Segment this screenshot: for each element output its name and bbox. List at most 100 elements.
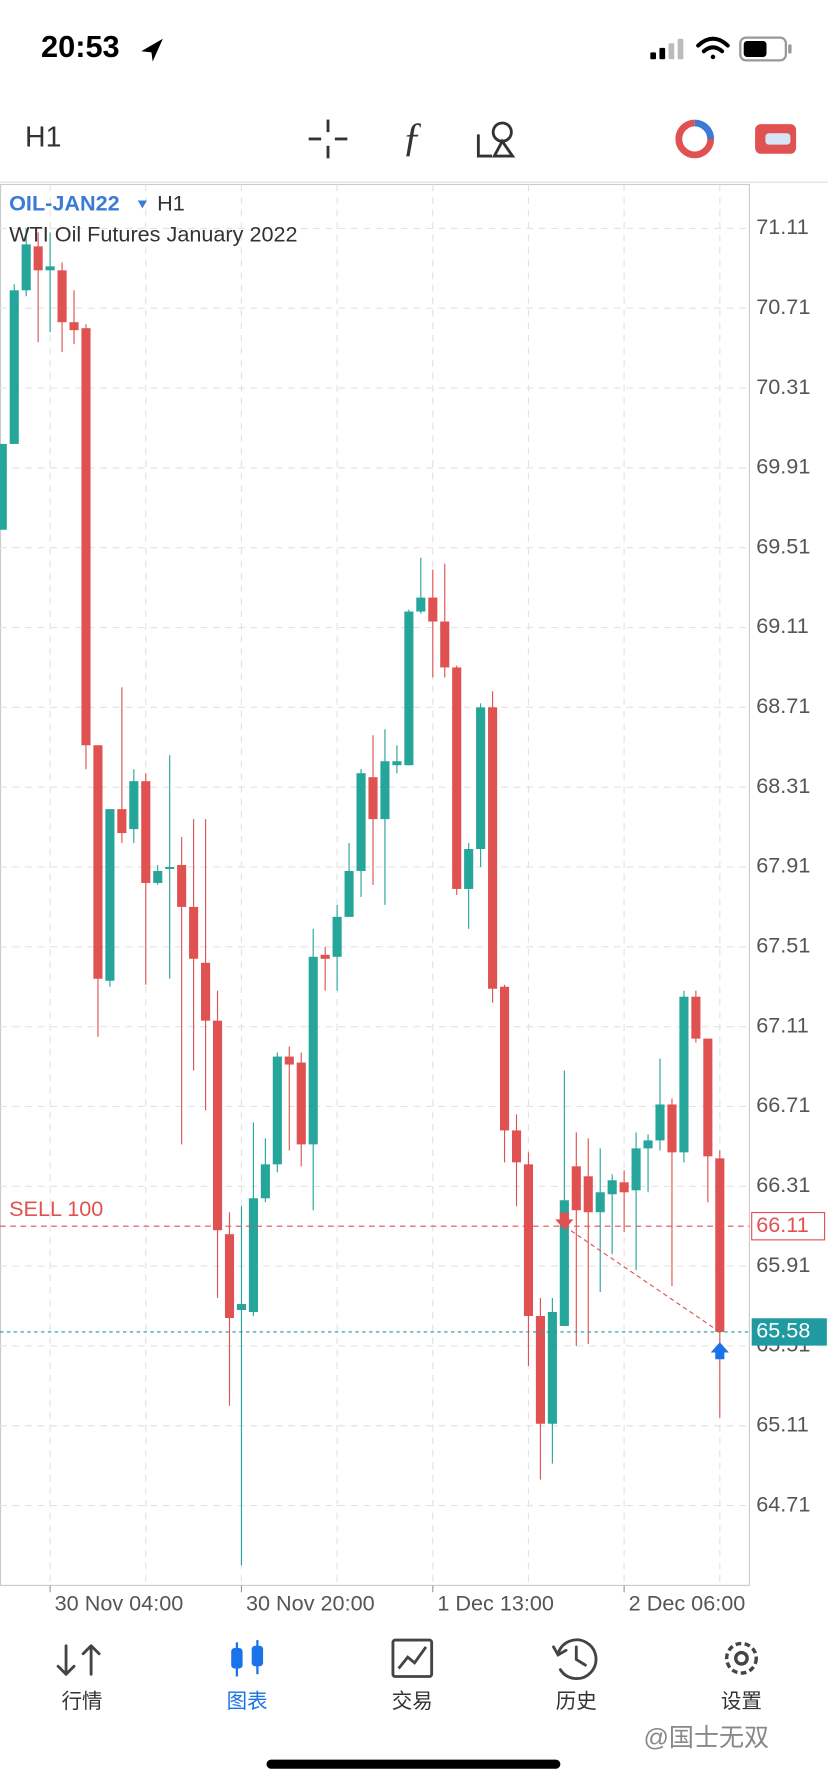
candle-body	[571, 1166, 581, 1211]
candle-body	[308, 956, 318, 1145]
candle-body	[177, 864, 187, 907]
symbol[interactable]: OIL-JAN22	[9, 191, 120, 216]
symbol-description: WTI Oil Futures January 2022	[9, 221, 297, 246]
sell-arrow	[555, 1212, 574, 1230]
order-price-box	[751, 1211, 826, 1241]
tab-icon	[56, 1644, 101, 1676]
bid-price-label: 65.58	[756, 1318, 810, 1343]
buy-arrow	[710, 1342, 729, 1360]
y-tick-label: 67.51	[756, 933, 810, 958]
candle-body	[452, 667, 462, 889]
candle-body	[236, 1304, 247, 1311]
candle-body	[595, 1192, 605, 1213]
candle-body	[284, 1056, 294, 1065]
candle-body	[643, 1140, 653, 1149]
battery-icon	[739, 36, 792, 62]
candle-body	[129, 781, 139, 830]
candle-body	[535, 1315, 545, 1424]
bid-price-box	[751, 1318, 827, 1346]
candle-body	[511, 1130, 522, 1163]
account-button[interactable]	[755, 124, 797, 154]
candle-body	[476, 707, 486, 850]
candle-body	[45, 266, 55, 271]
tab-label[interactable]: 图表	[227, 1690, 268, 1713]
x-tick-label: 30 Nov 04:00	[55, 1590, 184, 1615]
candle-body	[655, 1104, 665, 1141]
indicators-button[interactable]: ƒ	[402, 114, 422, 160]
candle-body	[33, 246, 43, 271]
candle-body	[272, 1056, 282, 1165]
candle-body	[105, 809, 115, 981]
candle-body	[547, 1312, 557, 1424]
candle-body	[9, 290, 19, 444]
y-tick-label: 70.31	[756, 374, 810, 399]
overlay: 71.11 70.71 70.31 69.91 69.51 69.11 68.71 68.31…	[0, 214, 827, 1615]
candle-body	[607, 1180, 617, 1195]
tab-icon	[552, 1638, 598, 1680]
candle-body	[165, 866, 175, 869]
candle-body	[619, 1182, 629, 1193]
candle-body	[392, 761, 402, 766]
candle-body	[523, 1164, 534, 1316]
candle-body	[488, 707, 498, 989]
candle-body	[440, 621, 450, 668]
tab-label[interactable]: 交易	[392, 1690, 433, 1713]
candle-body	[21, 244, 31, 291]
order-price-label: 66.11	[756, 1212, 809, 1237]
x-tick-label: 30 Nov 20:00	[246, 1590, 375, 1615]
candle-body	[260, 1164, 270, 1199]
candle-body	[224, 1234, 235, 1318]
y-tick-label: 69.11	[756, 613, 809, 638]
candle-body	[356, 773, 366, 871]
candle-body	[141, 781, 151, 883]
candle-body	[81, 328, 91, 746]
y-tick-label: 68.71	[756, 693, 810, 718]
y-tick-label: 65.91	[756, 1252, 810, 1277]
y-tick-label: 69.51	[756, 533, 810, 558]
plot	[0, 228, 725, 1566]
tab-icon	[724, 1641, 758, 1675]
candle-body	[428, 597, 438, 622]
candle-body	[667, 1104, 677, 1153]
status-time: 20:53	[41, 29, 120, 64]
candle-body	[248, 1198, 258, 1313]
candle-body	[320, 954, 330, 959]
tab-label[interactable]: 设置	[721, 1690, 762, 1713]
y-tick-label: 71.11	[756, 214, 809, 239]
y-tick-label: 70.71	[756, 294, 810, 319]
home-indicator	[266, 1759, 561, 1769]
x-tick-label: 1 Dec 13:00	[437, 1590, 554, 1615]
candle-body	[0, 443, 7, 530]
tab-label[interactable]: 历史	[556, 1690, 597, 1713]
y-tick-label: 67.11	[756, 1012, 809, 1037]
y-tick-label: 67.91	[756, 853, 810, 878]
candle-body	[715, 1158, 725, 1332]
chart-timeframe: H1	[157, 191, 185, 216]
trade-button[interactable]	[675, 119, 715, 159]
y-tick-label: 69.91	[756, 454, 810, 479]
y-tick-label: 64.71	[756, 1491, 810, 1516]
candle-body	[57, 270, 67, 323]
candle-body	[344, 870, 354, 917]
toolbar-timeframe[interactable]: H1	[25, 121, 61, 153]
candle-body	[117, 809, 127, 834]
watermark: @国士无双	[643, 1724, 769, 1752]
y-tick-label: 66.71	[756, 1092, 810, 1117]
crosshair-button[interactable]	[308, 119, 348, 159]
tab-icon	[231, 1640, 264, 1677]
y-tick-label: 66.31	[756, 1172, 810, 1197]
candle-body	[703, 1038, 713, 1157]
candle-body	[464, 849, 474, 889]
wifi-icon	[696, 36, 730, 60]
objects-button[interactable]	[476, 121, 516, 158]
candle-body	[691, 996, 701, 1039]
signal-icon	[650, 38, 684, 60]
candle-body	[559, 1200, 569, 1326]
tab-label[interactable]: 行情	[62, 1690, 103, 1713]
symbol-dropdown[interactable]	[137, 200, 147, 209]
candle-body	[189, 906, 199, 959]
x-tick-label: 2 Dec 06:00	[629, 1590, 746, 1615]
candle-body	[212, 1020, 223, 1231]
